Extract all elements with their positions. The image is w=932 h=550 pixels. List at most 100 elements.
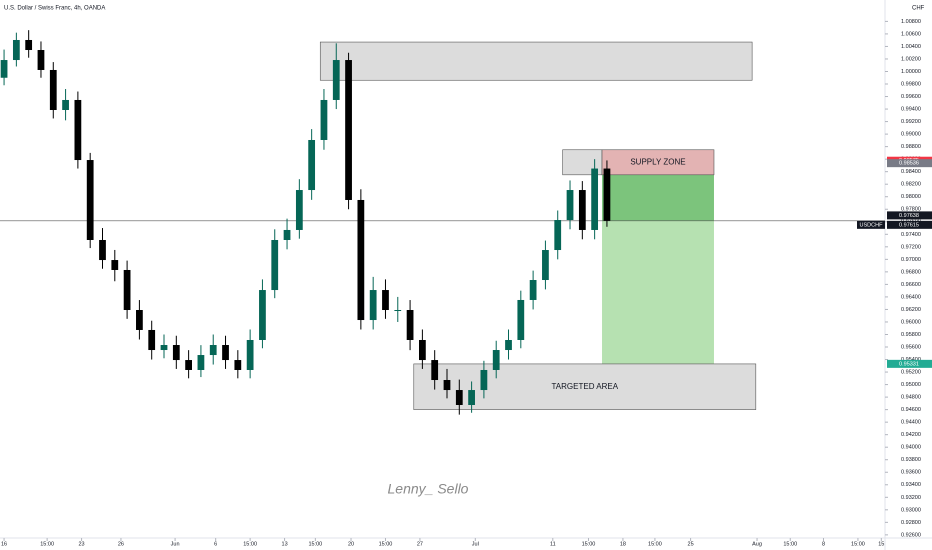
x-tick-label: 15:00 [40,541,54,547]
price-tag [887,220,932,229]
x-tick-label: 15:00 [783,541,797,547]
y-tick-label: 0.99600 [901,94,921,100]
y-tick-label: 0.98800 [901,144,921,150]
y-tick-label: 0.93600 [901,470,921,476]
candle-body [49,69,57,110]
y-tick-label: 1.00800 [901,19,921,25]
price-tag-label: 0.97615 [899,222,919,228]
candle-body [172,345,180,361]
y-tick-label: 0.94200 [901,432,921,438]
y-tick-label: 0.96200 [901,307,921,313]
y-tick-label: 0.96400 [901,294,921,300]
x-tick-label: 15:00 [648,541,662,547]
candle-body [517,299,525,340]
x-tick-label: 15:00 [308,541,322,547]
candle-body [259,290,266,340]
candle-body [62,99,69,110]
candle-body [0,60,8,78]
y-tick-label: 0.97400 [901,232,921,238]
price-tag-label: 0.95331 [899,361,919,367]
candle-body [209,345,217,356]
zone [319,41,753,81]
zone-label: SUPPLY ZONE [630,157,685,166]
candle-body [431,360,439,381]
x-tick-label: Jul [472,541,479,547]
y-tick-label: 0.98400 [901,169,921,175]
y-tick-label: 0.96000 [901,319,921,325]
x-tick-label: 13 [282,541,288,547]
candle-body [12,39,20,61]
y-tick-label: 1.00000 [901,69,921,75]
candle-body [542,250,549,281]
candle-body [25,39,33,51]
x-tick-label: 23 [79,541,85,547]
candle-body [554,220,562,251]
x-tick-label: 6 [214,541,217,547]
candle-body [505,339,512,351]
candle-body [566,190,574,221]
y-tick-label: 0.94400 [901,420,921,426]
currency-label: CHF [912,6,925,12]
y-tick-label: 0.96600 [901,282,921,288]
candle-body [529,280,537,300]
y-tick-label: 0.95600 [901,344,921,350]
y-tick-label: 0.94600 [901,407,921,413]
candle-body [357,199,365,321]
y-tick-label: 0.92600 [901,532,921,538]
x-tick-label: 27 [417,541,423,547]
candle-body [443,380,451,391]
x-tick-label: 15:00 [379,541,393,547]
y-tick-label: 0.99200 [901,119,921,125]
zone-label: TARGETED AREA [552,382,619,391]
y-tick-label: 0.94000 [901,445,921,451]
zone [602,220,714,364]
x-tick-label: 25 [688,541,694,547]
candle-body [345,60,352,200]
y-tick-label: 0.99000 [901,132,921,138]
candle-body [406,310,414,340]
x-tick-label: 15 [878,541,884,547]
y-tick-label: 0.97000 [901,257,921,263]
candle-body [111,260,119,270]
y-tick-label: 0.94800 [901,395,921,401]
symbol-tag [857,220,885,229]
y-tick-label: 0.98000 [901,194,921,200]
x-tick-label: 26 [118,541,124,547]
candle-body [148,329,156,351]
candle-body [591,168,599,230]
y-tick-label: 0.93400 [901,482,921,488]
candle-body [382,290,389,311]
candle-body [369,290,377,321]
candle-body [295,190,303,230]
price-tag-label: 0.98536 [899,161,919,167]
chart-title: U.S. Dollar / Swiss Franc, 4h, OANDA [4,6,105,12]
candle-body [197,355,205,370]
x-tick-label: 20 [348,541,354,547]
y-tick-label: 0.96800 [901,269,921,275]
candle-body [455,390,463,405]
candle-body [136,310,143,330]
candle-body [160,345,168,351]
candle-body [123,269,131,311]
y-tick-label: 0.92800 [901,520,921,526]
y-tick-label: 0.99400 [901,107,921,113]
candle-body [37,50,45,70]
candle-body [234,360,242,370]
x-tick-label: 15:00 [851,541,865,547]
candle-body [74,99,82,161]
candle-body [283,229,291,240]
candle-body [492,350,500,370]
y-tick-label: 0.98200 [901,182,921,188]
candle-body [320,99,328,140]
x-tick-label: 15:00 [243,541,257,547]
y-tick-label: 1.00600 [901,31,921,37]
y-tick-label: 0.95200 [901,370,921,376]
y-tick-label: 0.93800 [901,457,921,463]
candle-body [271,239,279,291]
watermark: Lenny_ Sello [388,481,469,497]
candle-body [185,360,192,370]
symbol-tag-label: USDCHF [860,222,884,228]
